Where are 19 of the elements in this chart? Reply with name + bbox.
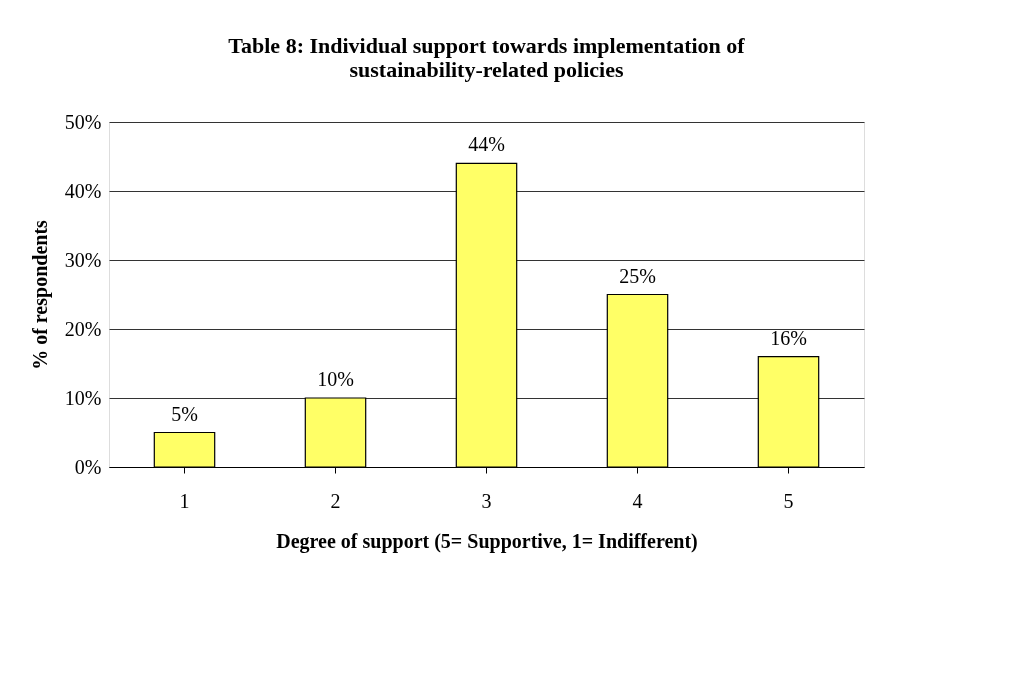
data-label: 25% bbox=[619, 264, 656, 287]
y-tick-label: 50% bbox=[64, 110, 102, 133]
data-label: 44% bbox=[468, 133, 505, 156]
data-label: 10% bbox=[317, 368, 354, 390]
data-label: 16% bbox=[770, 326, 807, 349]
chart-title: Table 8: Individual support towards implementation of sustainability-related policies bbox=[228, 33, 746, 82]
x-tick-label: 5 bbox=[783, 489, 794, 512]
y-tick-label: 40% bbox=[64, 179, 102, 202]
y-axis-title: % of respondents bbox=[28, 219, 52, 370]
x-tick-label: 2 bbox=[330, 489, 341, 512]
y-tick-label: 30% bbox=[64, 248, 102, 271]
y-tick-label: 10% bbox=[64, 386, 102, 409]
x-tick-label: 3 bbox=[481, 489, 492, 512]
y-tick-label: 20% bbox=[64, 317, 102, 340]
y-tick-label: 0% bbox=[74, 455, 102, 478]
x-tick-label: 1 bbox=[179, 489, 190, 512]
x-axis-title: Degree of support (5= Supportive, 1= Indifferent) bbox=[276, 529, 698, 553]
x-tick-label: 4 bbox=[632, 489, 643, 512]
data-label: 5% bbox=[171, 402, 198, 425]
